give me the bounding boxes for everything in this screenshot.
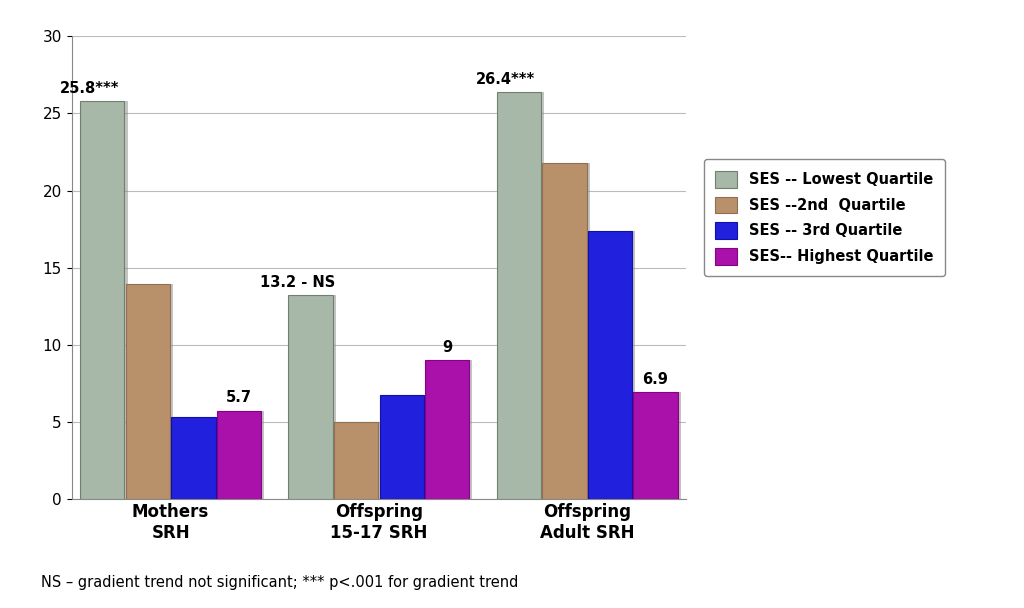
Bar [171,417,215,499]
Legend: SES -- Lowest Quartile, SES --2nd  Quartile, SES -- 3rd Quartile, SES-- Highest : SES -- Lowest Quartile, SES --2nd Quarti… [703,159,945,276]
Bar [497,92,541,499]
Text: 26.4***: 26.4*** [476,72,536,86]
Bar [546,163,590,499]
Bar [634,392,678,499]
Bar [591,230,635,499]
Bar [220,411,264,499]
Bar [334,421,378,499]
Bar [126,285,170,499]
Bar [543,163,587,499]
Bar [83,101,128,499]
Text: 13.2 - NS: 13.2 - NS [260,275,335,290]
Bar [80,101,124,499]
Text: NS – gradient trend not significant; *** p<.001 for gradient trend: NS – gradient trend not significant; ***… [41,575,518,590]
Text: 5.7: 5.7 [226,390,252,406]
Bar [292,295,336,499]
Bar [383,395,427,499]
Bar [337,421,381,499]
Bar [500,92,544,499]
Bar [289,295,333,499]
Text: 25.8***: 25.8*** [59,81,119,96]
Bar [380,395,424,499]
Text: 9: 9 [442,339,453,354]
Bar [637,392,681,499]
Bar [129,285,173,499]
Bar [428,360,472,499]
Text: 6.9: 6.9 [642,372,669,387]
Bar [588,230,632,499]
Bar [174,417,219,499]
Bar [217,411,261,499]
Bar [425,360,469,499]
